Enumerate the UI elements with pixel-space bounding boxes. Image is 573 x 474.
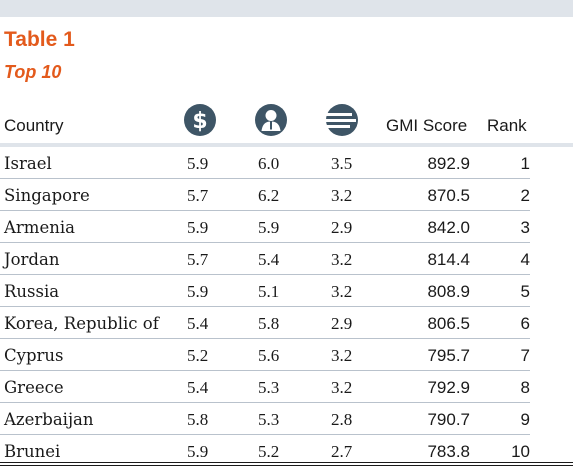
- bottom-rule: [0, 462, 573, 463]
- row-divider: [0, 434, 530, 435]
- cell-score-1: 5.9: [187, 282, 209, 301]
- cell-score-3: 3.2: [331, 186, 353, 205]
- svg-text:$: $: [192, 109, 207, 134]
- cell-score-2: 5.3: [258, 410, 280, 429]
- cell-score-3: 3.2: [331, 282, 353, 301]
- cell-score-1: 5.8: [187, 410, 209, 429]
- cell-score-2: 5.9: [258, 218, 280, 237]
- cell-rank: 10: [511, 442, 530, 461]
- column-header-gmi-score: GMI Score: [386, 116, 468, 135]
- cell-gmi-score: 808.9: [427, 282, 470, 301]
- row-divider: [0, 370, 530, 371]
- cell-country: Azerbaijan: [4, 410, 94, 429]
- cell-score-1: 5.9: [187, 442, 209, 461]
- table-row: Azerbaijan 5.8 5.3 2.8 790.7 9: [0, 403, 573, 435]
- cell-rank: 5: [520, 282, 530, 301]
- cell-gmi-score: 792.9: [427, 378, 470, 397]
- row-divider: [0, 178, 530, 179]
- table-row: Korea, Republic of 5.4 5.8 2.9 806.5 6: [0, 307, 573, 339]
- cell-gmi-score: 814.4: [427, 250, 470, 269]
- table-row: Armenia 5.9 5.9 2.9 842.0 3: [0, 211, 573, 243]
- cell-gmi-score: 842.0: [427, 218, 470, 237]
- cell-score-2: 5.2: [258, 442, 280, 461]
- cell-score-1: 5.7: [187, 250, 209, 269]
- row-divider: [0, 242, 530, 243]
- cell-score-2: 6.2: [258, 186, 280, 205]
- column-header-rank: Rank: [487, 116, 527, 135]
- cell-country: Korea, Republic of: [4, 314, 159, 333]
- dollar-icon: $: [184, 104, 216, 136]
- cell-country: Jordan: [4, 250, 60, 269]
- table-row: Jordan 5.7 5.4 3.2 814.4 4: [0, 243, 573, 275]
- cell-country: Armenia: [4, 218, 75, 237]
- cell-gmi-score: 892.9: [427, 154, 470, 173]
- cell-rank: 4: [520, 250, 530, 269]
- cell-score-3: 3.2: [331, 378, 353, 397]
- row-divider: [0, 338, 530, 339]
- cell-country: Russia: [4, 282, 60, 301]
- cell-score-1: 5.9: [187, 218, 209, 237]
- cell-rank: 3: [520, 218, 530, 237]
- cell-score-1: 5.9: [187, 154, 209, 173]
- table-title: Table 1: [4, 28, 75, 51]
- cell-score-3: 3.2: [331, 346, 353, 365]
- cell-score-1: 5.4: [187, 378, 209, 397]
- cell-score-2: 5.4: [258, 250, 280, 269]
- column-header-country: Country: [4, 116, 64, 135]
- cell-score-3: 2.8: [331, 410, 353, 429]
- lines-icon: [326, 104, 358, 136]
- cell-score-1: 5.2: [187, 346, 209, 365]
- cell-rank: 2: [520, 186, 530, 205]
- cell-country: Cyprus: [4, 346, 64, 365]
- cell-rank: 9: [520, 410, 530, 429]
- cell-score-3: 3.5: [331, 154, 353, 173]
- cell-rank: 6: [520, 314, 530, 333]
- cell-gmi-score: 790.7: [427, 410, 470, 429]
- cell-rank: 1: [520, 154, 530, 173]
- cell-gmi-score: 870.5: [427, 186, 470, 205]
- table-row: Singapore 5.7 6.2 3.2 870.5 2: [0, 179, 573, 211]
- cell-rank: 8: [520, 378, 530, 397]
- bottom-rule: [0, 465, 573, 466]
- cell-country: Brunei: [4, 442, 61, 461]
- row-divider: [0, 402, 530, 403]
- cell-score-3: 2.7: [331, 442, 353, 461]
- cell-gmi-score: 806.5: [427, 314, 470, 333]
- cell-score-1: 5.7: [187, 186, 209, 205]
- top-band: [0, 0, 573, 17]
- cell-score-2: 5.3: [258, 378, 280, 397]
- cell-score-1: 5.4: [187, 314, 209, 333]
- table-row: Cyprus 5.2 5.6 3.2 795.7 7: [0, 339, 573, 371]
- cell-score-3: 2.9: [331, 218, 353, 237]
- table-subtitle: Top 10: [4, 62, 62, 82]
- table-row: Russia 5.9 5.1 3.2 808.9 5: [0, 275, 573, 307]
- row-divider: [0, 306, 530, 307]
- cell-score-2: 5.1: [258, 282, 280, 301]
- cell-country: Greece: [4, 378, 64, 397]
- cell-score-2: 5.6: [258, 346, 280, 365]
- table-row: Brunei 5.9 5.2 2.7 783.8 10: [0, 435, 573, 467]
- cell-country: Singapore: [4, 186, 90, 205]
- cell-score-3: 3.2: [331, 250, 353, 269]
- row-divider: [0, 274, 530, 275]
- cell-rank: 7: [520, 346, 530, 365]
- header-rule: [0, 143, 573, 147]
- table-row: Israel 5.9 6.0 3.5 892.9 1: [0, 147, 573, 179]
- table-row: Greece 5.4 5.3 3.2 792.9 8: [0, 371, 573, 403]
- cell-score-3: 2.9: [331, 314, 353, 333]
- row-divider: [0, 210, 530, 211]
- person-icon: [255, 104, 287, 136]
- cell-score-2: 5.8: [258, 314, 280, 333]
- cell-gmi-score: 783.8: [427, 442, 470, 461]
- cell-gmi-score: 795.7: [427, 346, 470, 365]
- cell-score-2: 6.0: [258, 154, 280, 173]
- cell-country: Israel: [4, 154, 52, 173]
